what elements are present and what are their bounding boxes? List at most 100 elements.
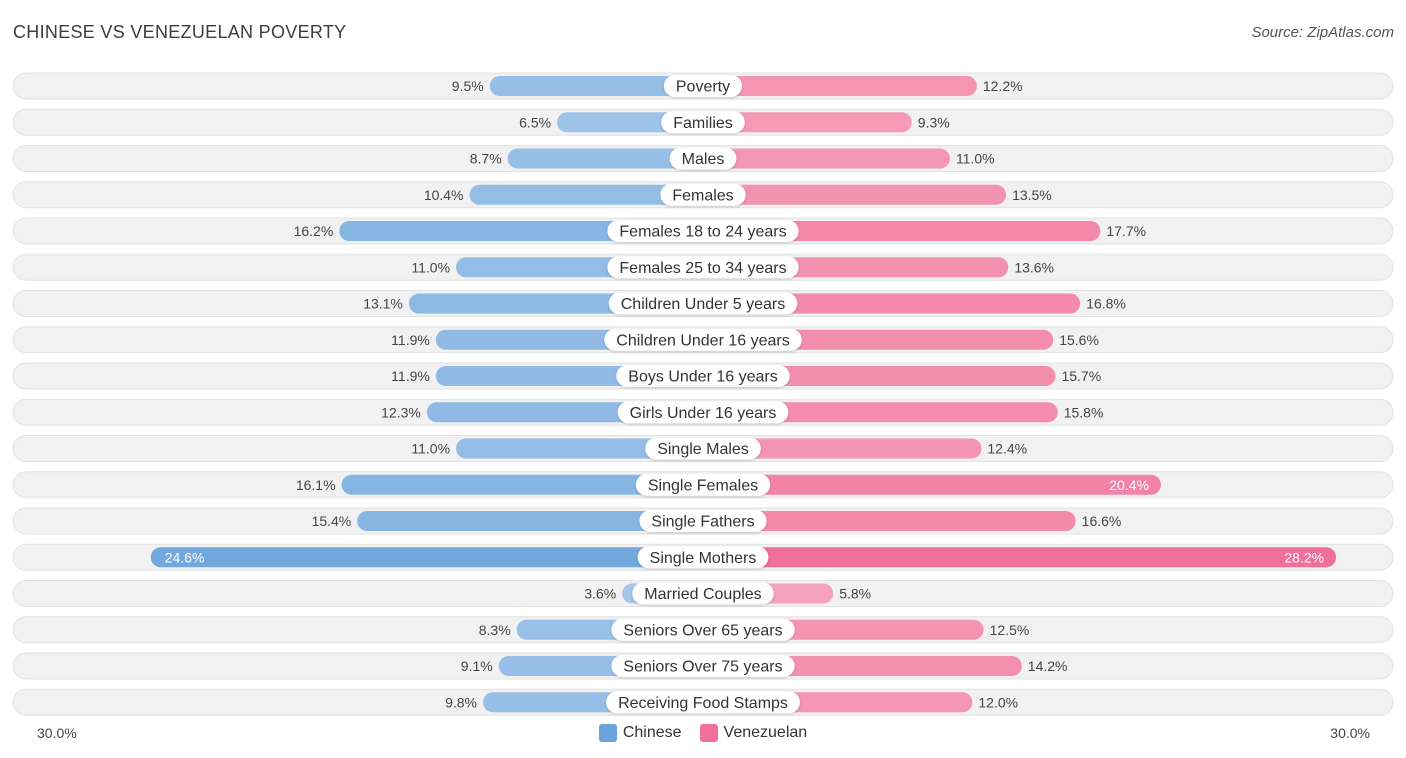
bar-venezuelan-girls-under-16-years	[703, 402, 1058, 423]
category-label-seniors-over-65-years: Seniors Over 65 years	[623, 622, 782, 639]
value-label-venezuelan-females-25-to-34-years: 13.6%	[1014, 259, 1054, 275]
value-label-venezuelan-poverty: 12.2%	[983, 78, 1023, 94]
category-pill-single-mothers	[637, 546, 769, 569]
value-label-chinese-single-mothers: 24.6%	[165, 549, 205, 565]
category-pill-single-fathers	[639, 510, 767, 532]
value-label-venezuelan-married-couples: 5.8%	[839, 586, 871, 602]
category-label-single-females: Single Females	[648, 477, 758, 494]
category-label-boys-under-16-years: Boys Under 16 years	[628, 369, 777, 386]
value-label-chinese-females: 10.4%	[424, 187, 464, 203]
bar-chinese-single-fathers	[357, 511, 703, 531]
value-label-venezuelan-girls-under-16-years: 15.8%	[1064, 404, 1104, 420]
chart-plot: 9.5% 12.2% Poverty 6.5% 9.3% Families 8.7% 11.0…	[12, 72, 1394, 716]
value-label-venezuelan-single-females: 20.4%	[1109, 477, 1149, 493]
category-label-families: Families	[673, 115, 733, 132]
value-label-venezuelan-children-under-5-years: 16.8%	[1086, 296, 1126, 312]
category-pill-receiving-food-stamps	[606, 691, 800, 714]
bar-venezuelan-single-females	[703, 474, 1161, 495]
legend-swatch-chinese	[598, 724, 617, 742]
axis-right-label: 30.0%	[1330, 725, 1370, 741]
value-label-chinese-children-under-16-years: 11.9%	[391, 332, 430, 348]
legend-swatch-venezuelan	[699, 724, 718, 742]
bar-chinese-single-males	[456, 438, 703, 459]
value-label-chinese-families: 6.5%	[519, 114, 551, 130]
category-pill-single-males	[645, 437, 761, 460]
category-label-single-fathers: Single Fathers	[651, 514, 754, 531]
bar-chinese-poverty	[489, 76, 703, 96]
category-label-females: Females	[672, 187, 733, 204]
value-label-venezuelan-females: 13.5%	[1012, 187, 1052, 203]
value-label-chinese-females-18-to-24-years: 16.2%	[294, 223, 334, 239]
legend-label-venezuelan: Venezuelan	[723, 724, 808, 741]
legend-item-chinese[interactable]: Chinese	[598, 724, 682, 742]
category-label-poverty: Poverty	[676, 79, 730, 96]
category-pill-males	[669, 147, 737, 170]
value-label-chinese-single-males: 11.0%	[411, 441, 450, 457]
value-label-chinese-poverty: 9.5%	[452, 78, 484, 94]
category-label-single-mothers: Single Mothers	[650, 550, 757, 567]
category-pill-families	[661, 111, 745, 134]
category-pill-seniors-over-75-years	[611, 655, 795, 677]
category-pill-females	[660, 183, 746, 206]
bar-chinese-females	[469, 184, 703, 205]
value-label-venezuelan-children-under-16-years: 15.6%	[1059, 332, 1099, 348]
category-label-children-under-16-years: Children Under 16 years	[616, 332, 789, 349]
value-label-chinese-single-females: 16.1%	[296, 477, 336, 493]
value-label-chinese-girls-under-16-years: 12.3%	[381, 404, 421, 420]
category-pill-boys-under-16-years	[616, 365, 790, 387]
category-label-girls-under-16-years: Girls Under 16 years	[630, 405, 777, 422]
value-label-venezuelan-single-mothers: 28.2%	[1284, 549, 1324, 565]
category-pill-married-couples	[632, 582, 774, 605]
category-pill-girls-under-16-years	[617, 401, 789, 424]
bar-venezuelan-single-fathers	[703, 511, 1076, 531]
bar-venezuelan-single-males	[703, 438, 982, 459]
value-label-chinese-married-couples: 3.6%	[584, 586, 616, 602]
bar-venezuelan-children-under-5-years	[703, 293, 1081, 314]
category-label-seniors-over-75-years: Seniors Over 75 years	[623, 659, 782, 676]
bar-venezuelan-single-mothers	[703, 547, 1337, 568]
value-label-chinese-males: 8.7%	[470, 151, 502, 167]
bar-venezuelan-families	[703, 112, 912, 133]
value-label-chinese-receiving-food-stamps: 9.8%	[445, 694, 477, 710]
chart-title: CHINESE VS VENEZUELAN POVERTY	[13, 22, 347, 42]
value-label-venezuelan-seniors-over-65-years: 12.5%	[990, 622, 1030, 638]
value-label-chinese-seniors-over-65-years: 8.3%	[479, 622, 511, 638]
category-label-receiving-food-stamps: Receiving Food Stamps	[618, 695, 788, 712]
bar-venezuelan-poverty	[703, 76, 977, 96]
value-label-chinese-single-fathers: 15.4%	[312, 513, 352, 529]
value-label-venezuelan-males: 11.0%	[956, 151, 995, 167]
bar-chinese-males	[507, 148, 703, 169]
value-label-venezuelan-seniors-over-75-years: 14.2%	[1028, 658, 1068, 674]
bar-chinese-single-females	[341, 474, 703, 495]
bar-chinese-single-mothers	[150, 547, 704, 568]
category-label-females-25-to-34-years: Females 25 to 34 years	[619, 260, 786, 277]
category-pill-children-under-16-years	[604, 328, 802, 351]
category-label-single-males: Single Males	[657, 441, 749, 458]
category-pill-single-females	[635, 473, 771, 496]
value-label-venezuelan-single-males: 12.4%	[987, 441, 1027, 457]
value-label-chinese-females-25-to-34-years: 11.0%	[411, 259, 450, 275]
legend-item-venezuelan[interactable]: Venezuelan	[699, 724, 808, 742]
legend: Chinese Venezuelan	[0, 724, 1406, 742]
category-pill-females-25-to-34-years	[607, 256, 799, 279]
value-label-venezuelan-boys-under-16-years: 15.7%	[1061, 368, 1101, 384]
value-label-chinese-children-under-5-years: 13.1%	[363, 296, 403, 312]
value-label-venezuelan-receiving-food-stamps: 12.0%	[978, 694, 1018, 710]
axis-left-label: 30.0%	[37, 725, 77, 741]
bar-venezuelan-boys-under-16-years	[703, 366, 1056, 386]
chart-source: Source: ZipAtlas.com	[1251, 24, 1394, 41]
category-pill-females-18-to-24-years	[607, 220, 799, 242]
value-label-venezuelan-single-fathers: 16.6%	[1082, 513, 1122, 529]
category-label-males: Males	[682, 151, 725, 168]
value-label-venezuelan-females-18-to-24-years: 17.7%	[1106, 223, 1146, 239]
value-label-chinese-seniors-over-75-years: 9.1%	[461, 658, 493, 674]
category-pill-poverty	[663, 75, 743, 97]
value-label-chinese-boys-under-16-years: 11.9%	[391, 368, 430, 384]
category-pill-children-under-5-years	[608, 292, 798, 315]
category-pill-seniors-over-65-years	[611, 618, 795, 641]
bar-venezuelan-females	[703, 184, 1007, 205]
legend-label-chinese: Chinese	[622, 724, 682, 741]
bar-venezuelan-females-18-to-24-years	[703, 221, 1101, 241]
bar-venezuelan-males	[703, 148, 950, 169]
category-label-children-under-5-years: Children Under 5 years	[621, 296, 786, 313]
